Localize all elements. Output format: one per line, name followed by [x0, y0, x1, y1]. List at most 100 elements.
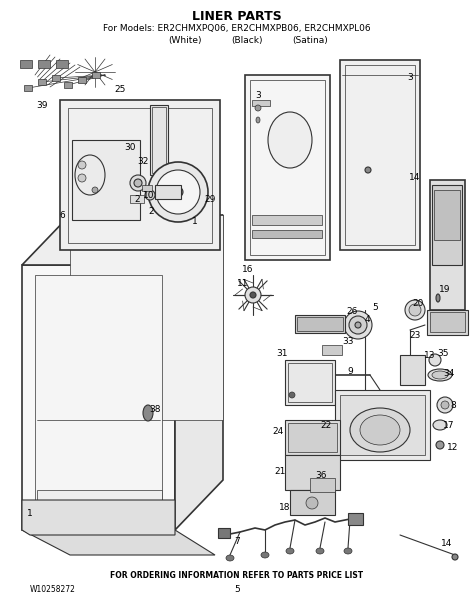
Text: 8: 8 [450, 402, 456, 410]
Text: For Models: ER2CHMXPQ06, ER2CHMXPB06, ER2CHMXPL06: For Models: ER2CHMXPQ06, ER2CHMXPB06, ER… [103, 25, 371, 33]
Ellipse shape [226, 555, 234, 561]
Bar [78, 77, 86, 83]
Bar [155, 185, 181, 199]
Text: 30: 30 [124, 143, 136, 153]
Ellipse shape [306, 497, 318, 509]
Text: 6: 6 [59, 210, 65, 220]
Text: 29: 29 [204, 196, 216, 205]
Bar [348, 513, 363, 525]
Text: 38: 38 [149, 405, 161, 415]
Ellipse shape [344, 548, 352, 554]
Polygon shape [285, 455, 340, 490]
Polygon shape [22, 265, 175, 530]
Text: 31: 31 [276, 349, 288, 357]
Text: 24: 24 [272, 427, 284, 437]
Bar [68, 108, 212, 243]
Text: 16: 16 [242, 266, 254, 274]
Bar [64, 82, 72, 88]
Bar [150, 105, 168, 175]
Text: 7: 7 [234, 538, 240, 547]
Polygon shape [35, 275, 162, 520]
Bar [295, 315, 345, 333]
Ellipse shape [316, 548, 324, 554]
Bar [20, 60, 32, 68]
Bar [92, 72, 100, 78]
Bar [38, 60, 50, 68]
Polygon shape [285, 360, 335, 405]
Ellipse shape [78, 174, 86, 182]
Text: 18: 18 [279, 502, 291, 512]
Ellipse shape [405, 300, 425, 320]
Text: FOR ORDERING INFORMATION REFER TO PARTS PRICE LIST: FOR ORDERING INFORMATION REFER TO PARTS … [110, 571, 363, 581]
Bar [37, 490, 162, 518]
Ellipse shape [255, 105, 261, 111]
Text: 14: 14 [409, 173, 421, 183]
Ellipse shape [436, 441, 444, 449]
Bar [252, 215, 322, 225]
Polygon shape [22, 500, 175, 535]
Ellipse shape [432, 371, 448, 379]
Bar [434, 190, 460, 240]
Polygon shape [175, 215, 223, 530]
Ellipse shape [437, 397, 453, 413]
Ellipse shape [268, 112, 312, 168]
Ellipse shape [156, 170, 200, 214]
Ellipse shape [286, 548, 294, 554]
Polygon shape [430, 180, 465, 310]
Polygon shape [22, 215, 223, 265]
Text: 13: 13 [424, 352, 436, 360]
Bar [130, 195, 144, 203]
Text: 35: 35 [437, 349, 449, 357]
Bar [56, 60, 68, 68]
Ellipse shape [350, 408, 410, 452]
Ellipse shape [441, 401, 449, 409]
Bar [250, 80, 325, 255]
Text: W10258272: W10258272 [30, 584, 76, 593]
Bar [24, 85, 32, 91]
Polygon shape [245, 75, 330, 260]
Bar [430, 312, 465, 332]
Text: 19: 19 [439, 285, 451, 295]
Polygon shape [285, 420, 340, 455]
Text: 1: 1 [27, 509, 33, 517]
Bar [218, 528, 230, 538]
Text: 3: 3 [407, 74, 413, 82]
Text: 32: 32 [137, 157, 149, 167]
Ellipse shape [78, 161, 86, 169]
Bar [345, 65, 415, 245]
Polygon shape [72, 140, 140, 220]
Text: 2: 2 [134, 196, 140, 205]
Text: 2: 2 [148, 207, 154, 216]
Text: 34: 34 [443, 370, 455, 378]
Text: 5: 5 [372, 303, 378, 312]
Polygon shape [340, 60, 420, 250]
Bar [52, 75, 60, 81]
Ellipse shape [148, 162, 208, 222]
Text: 23: 23 [409, 330, 421, 339]
Text: 25: 25 [114, 85, 126, 95]
Bar [288, 423, 337, 452]
Text: (Satina): (Satina) [292, 36, 328, 44]
Text: 5: 5 [234, 584, 240, 593]
Ellipse shape [433, 420, 447, 430]
Bar [38, 79, 46, 85]
Polygon shape [340, 395, 425, 455]
Text: (White): (White) [168, 36, 202, 44]
Ellipse shape [250, 292, 256, 298]
Ellipse shape [429, 354, 441, 366]
Polygon shape [60, 100, 220, 250]
Ellipse shape [365, 167, 371, 173]
Text: (Black): (Black) [231, 36, 263, 44]
Ellipse shape [245, 287, 261, 303]
Text: 20: 20 [412, 300, 424, 309]
Ellipse shape [130, 175, 146, 191]
Ellipse shape [355, 322, 361, 328]
Bar [432, 185, 462, 265]
Text: 9: 9 [347, 368, 353, 376]
Ellipse shape [92, 187, 98, 193]
Polygon shape [400, 355, 425, 385]
Text: 36: 36 [315, 470, 327, 480]
Bar [252, 230, 322, 238]
Text: 10: 10 [143, 191, 155, 200]
Ellipse shape [362, 315, 368, 321]
